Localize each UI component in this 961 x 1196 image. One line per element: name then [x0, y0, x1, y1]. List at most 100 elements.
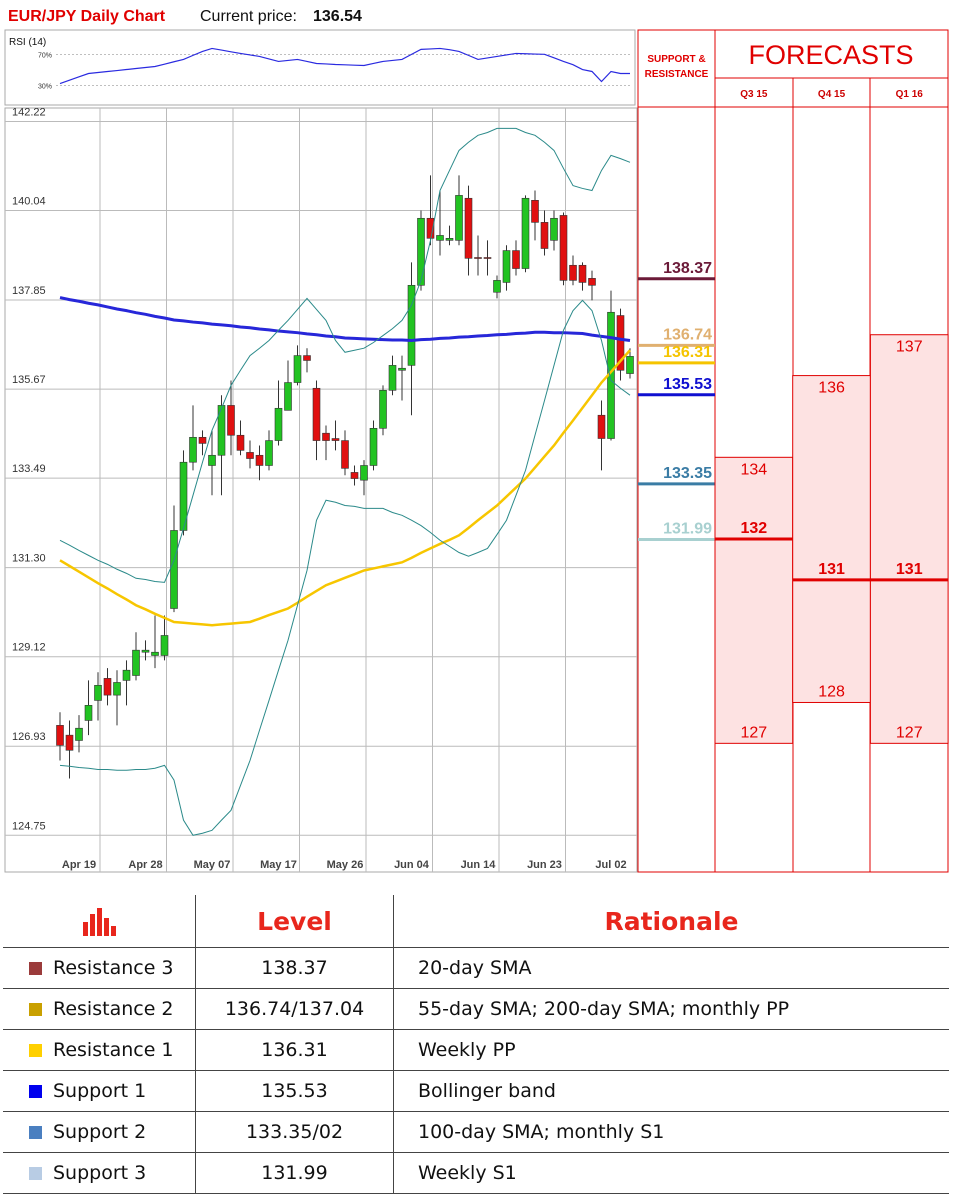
- y-tick-label: 131.30: [12, 553, 46, 565]
- legend-swatch: [29, 962, 42, 975]
- level-name-cell: Support 1: [3, 1070, 196, 1112]
- legend-swatch: [29, 1044, 42, 1057]
- x-tick-label: Apr 28: [128, 859, 162, 871]
- level-value: 135.53: [195, 1070, 394, 1112]
- candle-body: [407, 284, 416, 366]
- x-tick-label: Jul 02: [595, 859, 626, 871]
- level-name-cell: Support 3: [3, 1152, 196, 1194]
- candle-body: [246, 452, 254, 459]
- candle-body: [512, 250, 520, 269]
- candle-body: [236, 434, 245, 451]
- quarter-label: Q4 15: [818, 89, 846, 100]
- level-value: 138.37: [195, 947, 394, 989]
- rationale: 55-day SMA; 200-day SMA; monthly PP: [393, 988, 949, 1030]
- candle-body: [75, 727, 83, 741]
- level-label: 138.37: [663, 260, 712, 277]
- forecast-high: 137: [896, 339, 923, 356]
- icon: [83, 908, 116, 936]
- candle-body: [588, 278, 596, 286]
- x-tick-label: Jun 23: [527, 859, 562, 871]
- candle-body: [208, 454, 216, 466]
- table-row: Support 1 135.53 Bollinger band: [3, 1070, 949, 1112]
- candle-body: [578, 264, 587, 283]
- level-label: 135.53: [663, 376, 712, 393]
- candle-body: [198, 436, 207, 444]
- levels-title: SUPPORT & RESISTANCE: [644, 54, 709, 80]
- candle-body: [293, 355, 302, 383]
- level-label: 136.31: [663, 344, 712, 361]
- quarter-label: Q1 16: [896, 89, 924, 100]
- candle-body: [274, 407, 283, 441]
- candle-body: [626, 356, 634, 374]
- forecast-low: 127: [740, 724, 767, 741]
- y-tick-label: 135.67: [12, 374, 46, 386]
- legend-swatch: [29, 1126, 42, 1139]
- candle-body: [331, 438, 340, 441]
- level-value: 136.74/137.04: [195, 988, 394, 1030]
- forecast-range: [792, 375, 871, 703]
- level-name-cell: Resistance 2: [3, 988, 196, 1030]
- candle-body: [360, 465, 368, 481]
- candle-body: [284, 382, 292, 411]
- y-tick-label: 137.85: [12, 285, 46, 297]
- level-name: Resistance 2: [53, 998, 174, 1020]
- candle-body: [350, 472, 359, 479]
- forecast-high: 136: [818, 380, 845, 397]
- candle-body: [464, 197, 473, 259]
- x-tick-label: May 17: [260, 859, 297, 871]
- candle-body: [455, 195, 463, 241]
- candle-body: [436, 235, 444, 241]
- candle-body: [255, 454, 264, 466]
- rsi-panel: [4, 29, 636, 106]
- level-name: Resistance 3: [53, 957, 174, 979]
- y-tick-label: 133.49: [12, 463, 46, 475]
- header-level: Level: [195, 895, 394, 948]
- candle-body: [227, 405, 235, 436]
- header-rationale: Rationale: [393, 895, 949, 948]
- candle-body: [56, 725, 64, 746]
- rationale: 100-day SMA; monthly S1: [393, 1111, 949, 1153]
- level-name: Resistance 1: [53, 1039, 174, 1061]
- candle-body: [502, 250, 511, 283]
- forecast-mid-label: 132: [740, 520, 767, 537]
- candle-body: [170, 530, 178, 609]
- levels-table: Level Rationale Resistance 3 138.37 20-day…: [3, 895, 949, 1194]
- candle-body: [445, 238, 454, 241]
- candle-body: [521, 197, 530, 269]
- y-tick-label: 126.93: [12, 731, 46, 743]
- legend-swatch: [29, 1167, 42, 1180]
- candle-body: [540, 222, 549, 249]
- legend-swatch: [29, 1003, 42, 1016]
- forecast-mid-label: 131: [818, 561, 845, 578]
- candle-body: [303, 355, 311, 361]
- x-tick-label: May 07: [194, 859, 231, 871]
- candle-body: [265, 440, 273, 466]
- candle-body: [493, 280, 501, 293]
- y-tick-label: 129.12: [12, 642, 46, 654]
- x-tick-label: Apr 19: [62, 859, 96, 871]
- y-tick-label: 140.04: [12, 196, 46, 208]
- table-header: Level Rationale: [3, 895, 949, 948]
- quarter-label: Q3 15: [740, 89, 768, 100]
- table-row: Support 3 131.99 Weekly S1: [3, 1152, 949, 1194]
- candle-body: [322, 432, 330, 441]
- level-value: 136.31: [195, 1029, 394, 1071]
- candle-body: [379, 390, 387, 429]
- forecast-low: 128: [818, 683, 845, 700]
- rationale: Bollinger band: [393, 1070, 949, 1112]
- level-label: 131.99: [663, 520, 712, 537]
- x-tick-label: May 26: [327, 859, 364, 871]
- candle-body: [122, 669, 131, 681]
- rationale: Weekly PP: [393, 1029, 949, 1071]
- forecast-title: FORECASTS: [748, 40, 913, 70]
- table-row: Resistance 2 136.74/137.04 55-day SMA; 200…: [3, 988, 949, 1030]
- indicator-line: [59, 127, 631, 583]
- rationale: 20-day SMA: [393, 947, 949, 989]
- forecast-range: [714, 456, 794, 744]
- rsi-title: RSI (14): [9, 37, 46, 48]
- candle-body: [569, 264, 577, 281]
- rsi-line: [59, 47, 630, 85]
- forecast-range: [869, 334, 949, 744]
- candle-body: [141, 649, 150, 653]
- y-tick-label: 124.75: [12, 820, 46, 832]
